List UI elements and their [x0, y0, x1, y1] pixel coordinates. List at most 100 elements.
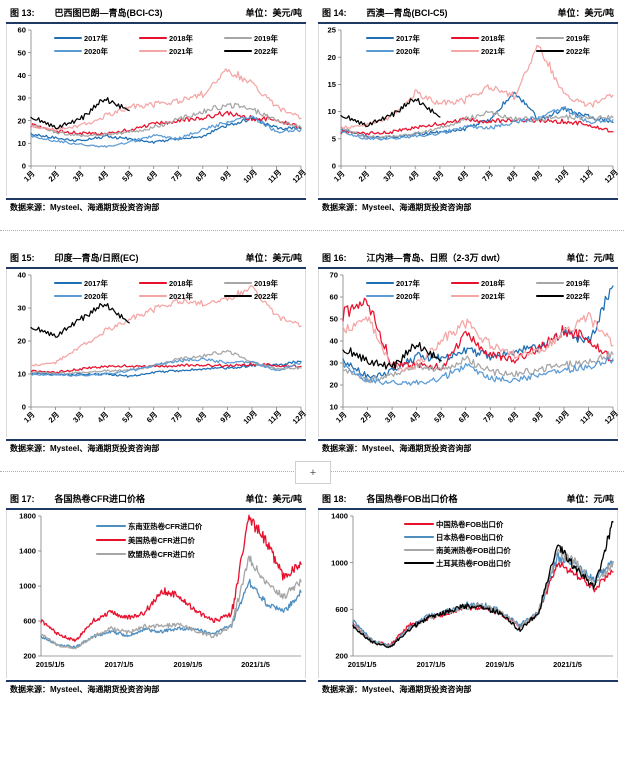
svg-text:50: 50	[18, 48, 26, 57]
svg-text:2月: 2月	[359, 410, 374, 425]
svg-text:30: 30	[18, 304, 26, 313]
svg-text:2021/1/5: 2021/1/5	[553, 660, 582, 669]
svg-text:8月: 8月	[506, 410, 521, 425]
figure-unit: 单位：元/吨	[566, 253, 614, 263]
svg-text:2020年: 2020年	[84, 292, 108, 301]
svg-text:12月: 12月	[603, 168, 619, 185]
svg-text:2月: 2月	[47, 169, 62, 184]
svg-text:2017/1/5: 2017/1/5	[105, 660, 134, 669]
svg-text:1400: 1400	[19, 547, 36, 556]
svg-text:2021年: 2021年	[481, 47, 505, 56]
add-section-button[interactable]: +	[295, 461, 331, 484]
svg-text:10: 10	[330, 403, 338, 412]
figure-number: 图 18:	[322, 494, 347, 504]
svg-text:中国热卷FOB出口价: 中国热卷FOB出口价	[436, 520, 504, 529]
svg-text:6月: 6月	[457, 410, 472, 425]
svg-text:11月: 11月	[266, 409, 283, 426]
svg-text:日本热卷FOB出口价: 日本热卷FOB出口价	[436, 533, 504, 542]
svg-text:8月: 8月	[505, 169, 520, 184]
svg-text:8月: 8月	[194, 169, 209, 184]
figure-unit: 单位：美元/吨	[245, 253, 302, 263]
svg-text:3月: 3月	[71, 410, 86, 425]
svg-text:6月: 6月	[456, 169, 471, 184]
svg-text:1800: 1800	[19, 512, 36, 521]
svg-text:1400: 1400	[331, 512, 348, 521]
svg-text:2017年: 2017年	[84, 34, 108, 43]
svg-text:30: 30	[330, 359, 338, 368]
svg-text:2022年: 2022年	[254, 47, 278, 56]
chart-row-3: 图 17: 各国热卷CFR进口价格 单位：美元/吨 200 600 1000 1400…	[0, 486, 624, 699]
svg-text:7月: 7月	[169, 169, 184, 184]
svg-text:9月: 9月	[218, 410, 233, 425]
panel-figure-15: 图 15: 印度—青岛/日照(EC) 单位：美元/吨 0 10 20 30 40 1月 2月…	[0, 245, 312, 458]
chart-13-svg: 0 10 20 30 40 50 60 1月 2月 3月 4月 5月 6月 7月 8月 9月 10月 11月 12月…	[18, 26, 307, 185]
svg-text:5月: 5月	[431, 169, 446, 184]
svg-text:2018年: 2018年	[169, 279, 193, 288]
panel-18-header: 图 18: 各国热卷FOB出口价格 单位：元/吨	[318, 490, 618, 510]
svg-text:3月: 3月	[383, 410, 398, 425]
svg-text:东南亚热卷CFR进口价: 东南亚热卷CFR进口价	[128, 522, 203, 531]
svg-text:10月: 10月	[241, 168, 258, 185]
svg-text:5月: 5月	[432, 410, 447, 425]
figure-number: 图 13:	[10, 8, 35, 18]
svg-text:土耳其热卷FOB出口价: 土耳其热卷FOB出口价	[436, 559, 511, 568]
svg-text:4月: 4月	[96, 410, 111, 425]
svg-text:2017年: 2017年	[396, 279, 420, 288]
panel-18-plot: 200 600 1000 1400 2015/1/5 2017/1/5 2019/1/5 20…	[318, 510, 618, 678]
chart-14-svg: 0 5 10 15 20 25 1月 2月 3月 4月 5月 6月 7月 8月 9月 10月 11月 12月 201…	[328, 26, 619, 185]
svg-text:6月: 6月	[145, 169, 160, 184]
svg-text:600: 600	[335, 605, 348, 614]
chart-15-svg: 0 10 20 30 40 1月 2月 3月 4月 5月 6月 7月 8月 9月 10月 11月 12月 2017…	[18, 271, 307, 426]
svg-text:11月: 11月	[578, 409, 595, 426]
svg-text:5月: 5月	[120, 169, 135, 184]
chart-16-svg: 10 20 30 40 50 60 70 1月 2月 3月 4月 5月 6月 7月 8月 9月 10月 11月 12…	[330, 271, 619, 426]
panel-13-header: 图 13: 巴西图巴朗—青岛(BCI-C3) 单位：美元/吨	[6, 4, 306, 24]
svg-text:10月: 10月	[241, 409, 258, 426]
svg-text:2020年: 2020年	[396, 47, 420, 56]
svg-text:2019年: 2019年	[254, 34, 278, 43]
svg-text:2月: 2月	[47, 410, 62, 425]
svg-text:600: 600	[23, 617, 36, 626]
panel-15-source: 数据来源：Mysteel、海通期货投资咨询部	[6, 439, 306, 458]
svg-text:2019/1/5: 2019/1/5	[174, 660, 203, 669]
chart-17-svg: 200 600 1000 1400 1800 2015/1/5 2017/1/5 2019/1…	[19, 512, 302, 669]
panel-18-source: 数据来源：Mysteel、海通期货投资咨询部	[318, 680, 618, 699]
svg-text:40: 40	[330, 337, 338, 346]
chart-row-1: 图 13: 巴西图巴朗—青岛(BCI-C3) 单位：美元/吨 0 10 20 30 40…	[0, 0, 624, 217]
svg-text:美国热卷CFR进口价: 美国热卷CFR进口价	[128, 536, 196, 545]
svg-text:40: 40	[18, 271, 26, 280]
svg-text:2月: 2月	[357, 169, 372, 184]
svg-text:9月: 9月	[530, 410, 545, 425]
panel-17-plot: 200 600 1000 1400 1800 2015/1/5 2017/1/5 2019/1…	[6, 510, 306, 678]
figure-title: 各国热卷FOB出口价格	[366, 494, 458, 504]
svg-text:1月: 1月	[22, 169, 37, 184]
svg-text:欧盟热卷CFR进口价: 欧盟热卷CFR进口价	[128, 550, 196, 559]
svg-text:7月: 7月	[169, 410, 184, 425]
svg-text:11月: 11月	[266, 168, 283, 185]
svg-text:12月: 12月	[291, 409, 307, 426]
svg-text:0: 0	[22, 162, 26, 171]
svg-text:200: 200	[335, 652, 348, 661]
svg-text:11月: 11月	[578, 168, 595, 185]
figure-number: 图 15:	[10, 253, 35, 263]
figure-title: 巴西图巴朗—青岛(BCI-C3)	[54, 8, 163, 18]
plus-icon: +	[309, 466, 317, 479]
svg-text:60: 60	[330, 293, 338, 302]
svg-text:2018年: 2018年	[169, 34, 193, 43]
svg-text:10: 10	[18, 370, 26, 379]
svg-text:1月: 1月	[22, 410, 37, 425]
svg-text:9月: 9月	[218, 169, 233, 184]
svg-text:2020年: 2020年	[84, 47, 108, 56]
svg-text:2015/1/5: 2015/1/5	[36, 660, 65, 669]
svg-text:3月: 3月	[71, 169, 86, 184]
figure-unit: 单位：元/吨	[566, 494, 614, 504]
figure-unit: 单位：美元/吨	[245, 494, 302, 504]
svg-text:7月: 7月	[480, 169, 495, 184]
panel-14-plot: 0 5 10 15 20 25 1月 2月 3月 4月 5月 6月 7月 8月 9月 10月 11月 12月 201…	[318, 24, 619, 196]
panel-13-source: 数据来源：Mysteel、海通期货投资咨询部	[6, 198, 306, 217]
svg-text:20: 20	[18, 337, 26, 346]
svg-text:2019/1/5: 2019/1/5	[486, 660, 515, 669]
svg-text:30: 30	[18, 94, 26, 103]
svg-text:2019年: 2019年	[566, 279, 590, 288]
